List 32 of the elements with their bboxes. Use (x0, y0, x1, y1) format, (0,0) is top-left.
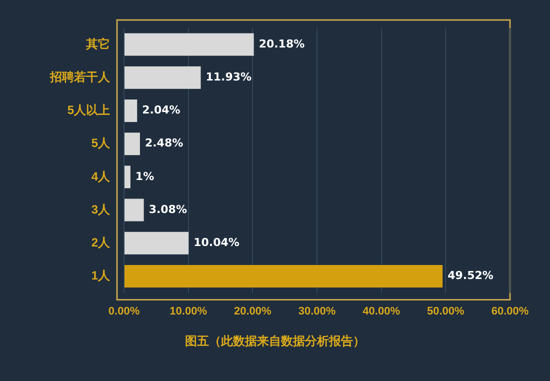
data-label: 3.08% (148, 202, 187, 216)
x-tick-label: 50.00% (427, 305, 465, 318)
y-tick-label: 2人 (91, 235, 111, 250)
y-tick-label: 1人 (91, 268, 111, 283)
bar (124, 166, 130, 188)
data-label: 20.18% (258, 37, 305, 50)
bar (124, 66, 201, 89)
data-label: 49.52% (448, 269, 494, 282)
y-tick-label: 3人 (91, 202, 111, 216)
bar (124, 99, 138, 122)
y-tick-label: 5人 (91, 136, 111, 150)
data-label: 11.93% (206, 70, 252, 84)
data-label: 10.04% (194, 236, 240, 250)
bar (124, 198, 144, 222)
bar (124, 232, 189, 254)
data-label: 2.04% (142, 104, 180, 117)
x-tick-label: 30.00% (298, 305, 336, 318)
bar (124, 33, 254, 56)
y-tick-label: 4人 (91, 169, 111, 184)
data-label: 2.48% (144, 136, 184, 150)
bar (124, 264, 443, 288)
bar (124, 132, 140, 156)
y-tick-label: 其它 (85, 36, 110, 51)
text: 图五（此数据来自数据分析报告） (184, 333, 366, 350)
x-tick-label: 60.00% (491, 305, 529, 318)
x-tick-label: 10.00% (170, 305, 208, 318)
x-tick-label: 0.00% (108, 305, 140, 318)
y-tick-label: 5人以上 (67, 103, 110, 118)
x-tick-label: 40.00% (362, 305, 400, 318)
data-label: 1% (135, 170, 154, 183)
y-tick-label: 招聘若干人 (49, 70, 111, 84)
x-tick-label: 20.00% (234, 305, 272, 318)
